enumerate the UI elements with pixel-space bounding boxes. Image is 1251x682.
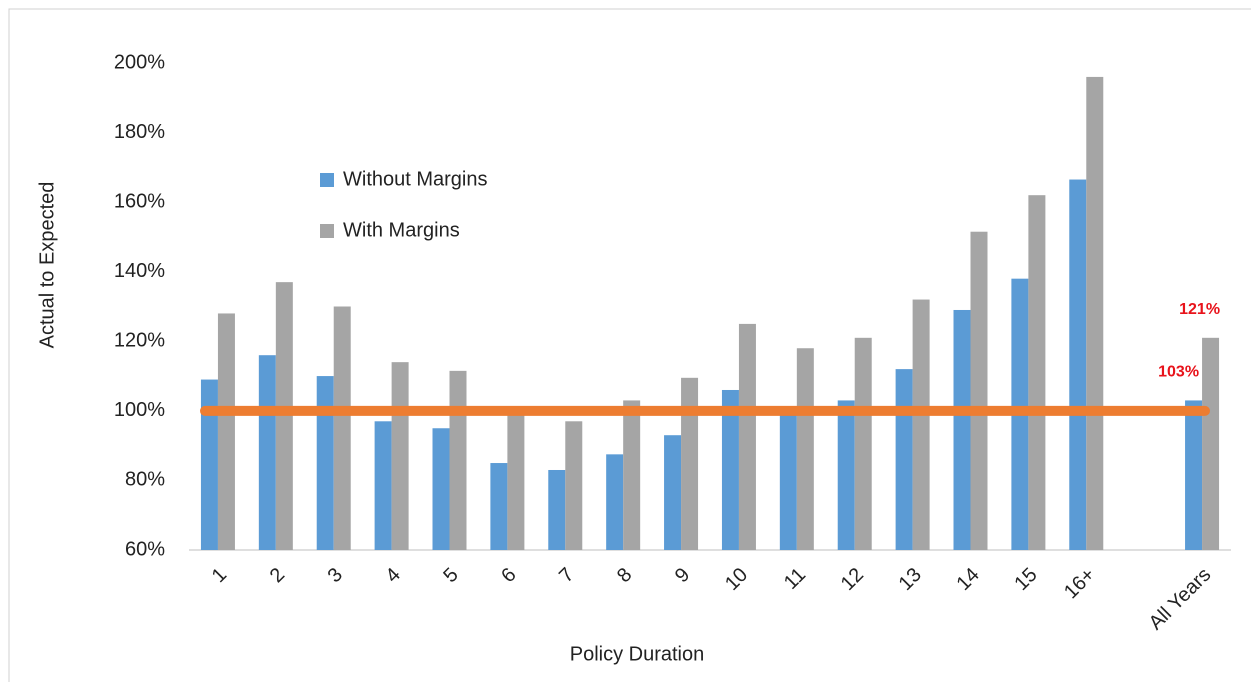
bar bbox=[681, 377, 699, 550]
bar bbox=[258, 355, 276, 550]
bar bbox=[970, 231, 988, 551]
bar bbox=[623, 400, 641, 550]
bar bbox=[796, 348, 814, 550]
x-tick-label: 6 bbox=[497, 564, 520, 587]
bar bbox=[953, 309, 971, 550]
y-tick-label: 100% bbox=[114, 399, 165, 421]
x-tick-label: 1 bbox=[208, 564, 231, 587]
bar bbox=[606, 454, 624, 550]
bar bbox=[738, 323, 756, 550]
x-tick-label: 11 bbox=[780, 564, 810, 594]
legend-swatch bbox=[320, 224, 334, 238]
x-tick-label: All Years bbox=[1145, 564, 1216, 635]
bar bbox=[217, 313, 235, 550]
x-tick-label: 5 bbox=[439, 564, 462, 587]
x-tick-label: 10 bbox=[721, 564, 752, 595]
bar bbox=[490, 463, 508, 550]
bar bbox=[1202, 337, 1220, 550]
bar bbox=[1069, 179, 1087, 550]
bar bbox=[664, 435, 682, 550]
bar bbox=[837, 400, 855, 550]
bar bbox=[895, 369, 913, 550]
y-axis-title: Actual to Expected bbox=[36, 182, 58, 349]
bar bbox=[779, 414, 797, 550]
y-tick-label: 120% bbox=[114, 330, 165, 352]
bar bbox=[1086, 76, 1104, 551]
y-tick-label: 60% bbox=[125, 538, 165, 560]
legend-label: With Margins bbox=[343, 219, 460, 241]
bar bbox=[449, 370, 467, 550]
bar bbox=[1028, 195, 1046, 550]
x-tick-label: 13 bbox=[895, 564, 926, 595]
x-tick-label: 12 bbox=[837, 564, 868, 595]
bar bbox=[374, 421, 392, 550]
x-tick-label: 8 bbox=[613, 564, 636, 587]
bar bbox=[275, 282, 293, 550]
bar bbox=[200, 379, 218, 550]
value-label: 121% bbox=[1179, 301, 1220, 318]
x-tick-label: 15 bbox=[1010, 564, 1041, 595]
bar bbox=[333, 306, 351, 550]
x-tick-label: 9 bbox=[671, 564, 694, 587]
x-tick-label: 2 bbox=[266, 564, 289, 587]
x-tick-label: 4 bbox=[381, 564, 404, 587]
x-tick-label: 3 bbox=[324, 564, 347, 587]
y-tick-label: 180% bbox=[114, 121, 165, 143]
bar bbox=[391, 362, 409, 550]
y-tick-label: 80% bbox=[125, 469, 165, 491]
bar bbox=[565, 421, 583, 550]
bar bbox=[432, 428, 450, 550]
legend-swatch bbox=[320, 173, 334, 187]
chart-frame bbox=[8, 8, 1251, 682]
legend-label: Without Margins bbox=[343, 168, 488, 190]
bar bbox=[507, 410, 525, 550]
bar bbox=[912, 299, 930, 550]
value-label: 103% bbox=[1158, 364, 1199, 381]
bar bbox=[548, 469, 566, 550]
y-tick-label: 160% bbox=[114, 190, 165, 212]
bar bbox=[316, 376, 334, 550]
y-tick-label: 200% bbox=[114, 51, 165, 73]
bar bbox=[1185, 400, 1203, 550]
bar bbox=[721, 389, 739, 550]
x-tick-label: 14 bbox=[952, 564, 983, 595]
x-tick-label: 7 bbox=[555, 564, 578, 587]
x-axis-title: Policy Duration bbox=[570, 643, 705, 665]
bar bbox=[854, 337, 872, 550]
x-tick-label: 16+ bbox=[1060, 564, 1100, 604]
y-tick-label: 140% bbox=[114, 260, 165, 282]
